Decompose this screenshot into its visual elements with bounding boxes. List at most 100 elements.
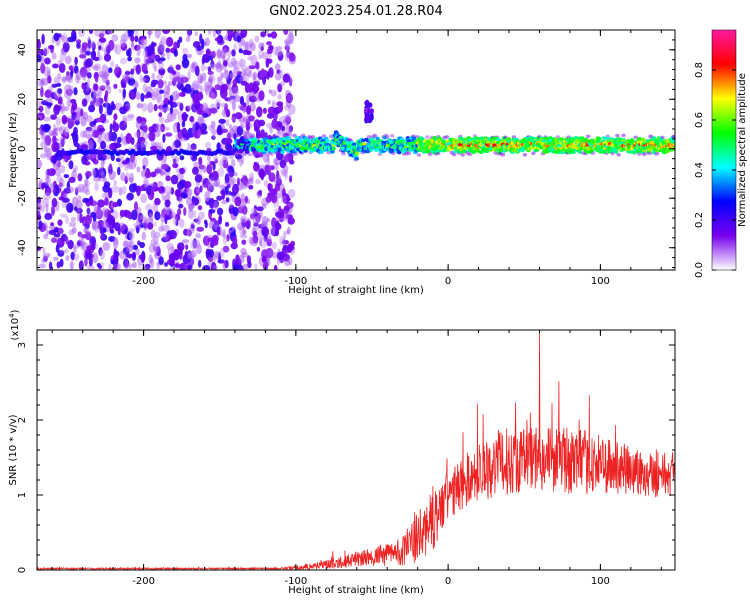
- heatmap-cell: [248, 90, 255, 101]
- heatmap-cell: [56, 159, 62, 171]
- heatmap-cell: [107, 214, 115, 226]
- heatmap-cell: [48, 261, 53, 270]
- heatmap-cell: [245, 220, 251, 230]
- heatmap-cell: [240, 178, 248, 190]
- heatmap-cell: [276, 69, 282, 75]
- heatmap-cell: [158, 112, 163, 118]
- heatmap-cell: [218, 215, 223, 225]
- heatmap-cell: [172, 158, 177, 164]
- heatmap-cell: [243, 174, 247, 179]
- spectrogram-x-axis: -200 -100 0 100: [51, 30, 662, 287]
- heatmap-cell: [522, 153, 528, 157]
- heatmap-cell: [256, 206, 264, 212]
- heatmap-cell: [112, 201, 119, 208]
- heatmap-cell: [92, 129, 100, 138]
- heatmap-cell: [59, 106, 66, 114]
- heatmap-cell: [99, 249, 105, 260]
- heatmap-cell: [215, 98, 222, 108]
- heatmap-cell: [213, 179, 218, 187]
- heatmap-cell: [136, 51, 141, 57]
- heatmap-cell: [209, 90, 215, 99]
- heatmap-cell: [108, 236, 116, 242]
- heatmap-cell: [191, 154, 197, 162]
- heatmap-cell: [98, 104, 103, 115]
- heatmap-cell: [137, 136, 146, 145]
- heatmap-cell: [80, 116, 87, 127]
- heatmap-cell: [45, 176, 50, 184]
- heatmap-cell: [230, 128, 235, 139]
- heatmap-cell: [284, 206, 291, 211]
- heatmap-cell: [129, 75, 134, 80]
- heatmap-cell: [237, 104, 244, 109]
- heatmap-cell: [182, 47, 189, 55]
- heatmap-cell: [120, 33, 128, 43]
- heatmap-cell: [47, 252, 51, 258]
- heatmap-cell: [112, 122, 120, 133]
- heatmap-cell: [79, 234, 83, 244]
- heatmap-cell: [127, 77, 136, 86]
- heatmap-cell: [48, 130, 55, 137]
- heatmap-cell: [156, 92, 163, 103]
- heatmap-cell: [139, 241, 146, 249]
- heatmap-cell: [48, 168, 56, 177]
- heatmap-cell: [141, 102, 148, 112]
- heatmap-cell: [67, 162, 71, 167]
- heatmap-cell: [57, 250, 65, 257]
- heatmap-cell: [79, 54, 87, 59]
- heatmap-cell: [70, 70, 73, 79]
- heatmap-cell: [67, 85, 74, 95]
- heatmap-cell: [225, 109, 231, 118]
- heatmap-cell: [197, 116, 204, 124]
- snr-chart: -200 -100 0 100 0 1 2 3 Height of straight lin…: [8, 309, 676, 596]
- heatmap-cell: [136, 166, 141, 173]
- heatmap-cell: [45, 229, 50, 236]
- heatmap-cell: [38, 205, 46, 213]
- heatmap-cell: [286, 243, 293, 253]
- heatmap-cell: [250, 175, 254, 181]
- heatmap-cell: [101, 192, 108, 199]
- heatmap-cell: [241, 239, 247, 245]
- heatmap-cell: [232, 66, 240, 75]
- heatmap-cell: [275, 162, 279, 171]
- heatmap-cell: [51, 141, 58, 153]
- heatmap-cell: [232, 206, 239, 217]
- heatmap-cell: [231, 225, 236, 231]
- heatmap-cell: [172, 113, 177, 119]
- heatmap-cell: [213, 252, 220, 260]
- heatmap-cell: [148, 130, 156, 142]
- heatmap-cell: [261, 216, 269, 225]
- heatmap-cell: [71, 112, 77, 121]
- heatmap-cell: [180, 192, 187, 199]
- heatmap-cell: [113, 83, 118, 89]
- heatmap-cell: [219, 64, 225, 71]
- heatmap-cell: [310, 135, 316, 139]
- heatmap-cell: [165, 132, 173, 137]
- heatmap-cell: [232, 183, 239, 195]
- heatmap-cell: [224, 69, 229, 80]
- heatmap-cell: [145, 58, 149, 65]
- heatmap-cell: [247, 152, 252, 156]
- heatmap-cell: [128, 177, 134, 183]
- heatmap-cell: [135, 91, 141, 101]
- heatmap-cell: [105, 66, 109, 77]
- heatmap-cell: [207, 66, 212, 73]
- heatmap-cell: [208, 184, 214, 193]
- heatmap-cell: [214, 177, 221, 188]
- heatmap-cell: [83, 228, 87, 233]
- heatmap-cell: [180, 137, 187, 142]
- heatmap-cell: [152, 181, 158, 192]
- heatmap-cell: [186, 250, 193, 262]
- heatmap-cell: [124, 175, 128, 184]
- heatmap-cell: [102, 221, 110, 229]
- heatmap-cell: [210, 256, 216, 263]
- heatmap-cell: [185, 244, 189, 251]
- heatmap-cell: [162, 104, 168, 110]
- heatmap-cell: [66, 202, 74, 213]
- heatmap-cell: [144, 218, 149, 228]
- heatmap-cell: [159, 213, 165, 219]
- heatmap-cell: [134, 201, 138, 212]
- heatmap-cell: [215, 64, 223, 73]
- heatmap-cell: [186, 265, 193, 270]
- heatmap-cell: [158, 40, 164, 50]
- heatmap-cell: [56, 175, 63, 183]
